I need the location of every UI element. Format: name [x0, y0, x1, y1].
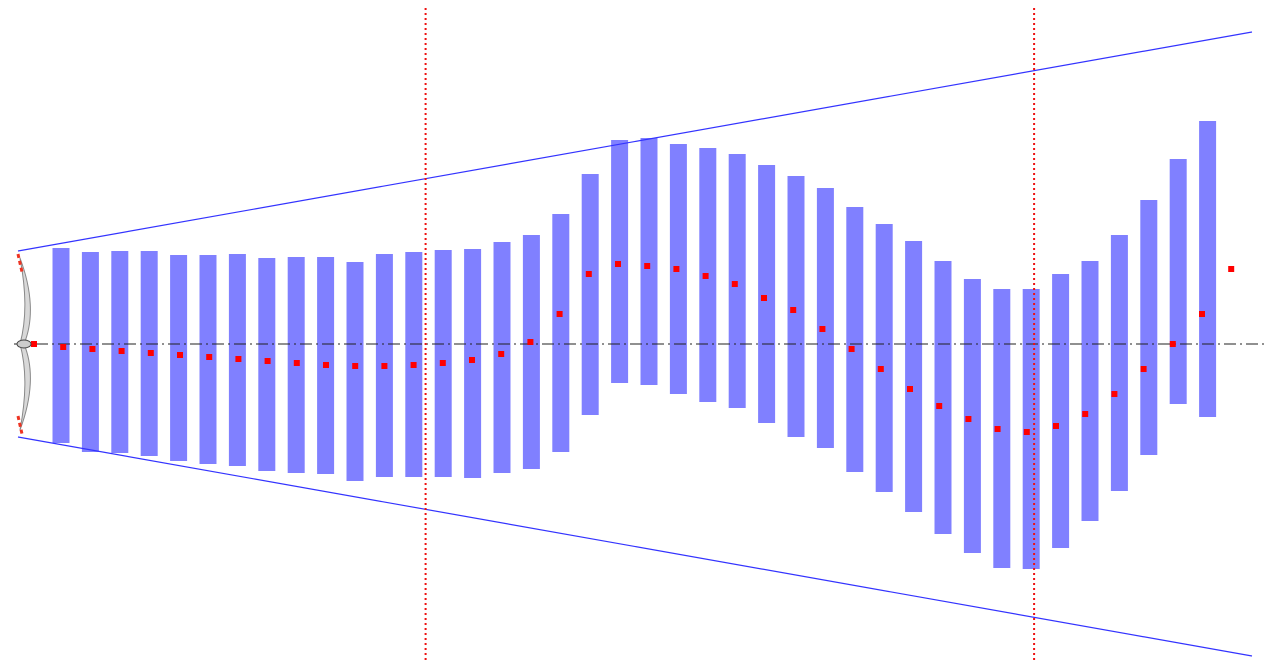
bar [1110, 235, 1128, 491]
bar [493, 242, 511, 473]
curve-point [527, 339, 534, 345]
curve-point [877, 366, 884, 372]
curve-layer [31, 261, 1235, 435]
bar [258, 258, 276, 471]
curve-point [60, 344, 67, 350]
bar [934, 261, 952, 534]
curve-point [498, 351, 505, 357]
curve-point [615, 261, 621, 267]
curve-point [673, 266, 680, 272]
curve-point [410, 362, 417, 368]
bar [1022, 289, 1040, 569]
envelope-layer [17, 31, 1253, 657]
bar [846, 207, 864, 472]
bar [1052, 274, 1070, 548]
bar [787, 176, 805, 437]
origin-layer [16, 253, 32, 435]
markers-layer [424, 8, 1036, 661]
bar [1169, 159, 1187, 404]
bar [346, 262, 364, 481]
curve-point [1023, 429, 1030, 435]
bar [758, 165, 776, 423]
curve-point [1140, 366, 1147, 372]
curve-point [31, 341, 37, 347]
curve-point [439, 360, 446, 366]
curve-point [936, 403, 943, 409]
bar [993, 289, 1011, 568]
curve-point [323, 362, 329, 368]
curve-point [1111, 391, 1118, 397]
bar [1199, 121, 1217, 417]
bar [1081, 261, 1099, 521]
curve-point [118, 348, 125, 354]
bar [640, 138, 658, 385]
curve-point [235, 356, 242, 362]
curve-point [89, 346, 96, 352]
curve-point [644, 263, 651, 269]
curve-point [819, 326, 826, 332]
curve-point [469, 357, 475, 363]
curve-point [731, 281, 738, 287]
curve-point [848, 346, 855, 352]
envelope-upper-line [17, 31, 1253, 252]
curve-point [994, 426, 1001, 432]
bar [1140, 200, 1158, 455]
curve-point [907, 386, 913, 392]
curve-point [1169, 341, 1176, 347]
curve-point [147, 350, 154, 356]
curve-point [1199, 311, 1205, 317]
curve-point [177, 352, 183, 358]
bar [552, 214, 570, 452]
curve-point [556, 311, 563, 317]
bar [581, 174, 599, 415]
curve-point [702, 273, 709, 279]
curve-point [1082, 411, 1089, 417]
curve-point [381, 363, 388, 369]
origin-hub-icon [16, 339, 32, 349]
curve-point [352, 363, 359, 369]
curve-point [965, 416, 972, 422]
bar [464, 249, 482, 478]
curve-point [1228, 266, 1235, 272]
origin-tip-top [16, 253, 24, 273]
origin-tip-bottom [16, 415, 24, 435]
curve-point [293, 360, 300, 366]
bar [905, 241, 923, 512]
curve-point [206, 354, 213, 360]
bar [875, 224, 893, 492]
curve-point [585, 271, 592, 277]
curve-point [761, 295, 767, 301]
curve-point [1053, 423, 1059, 429]
bar [522, 235, 540, 469]
bar [816, 188, 834, 448]
envelope-lower-line [17, 436, 1253, 657]
bar [963, 279, 981, 553]
curve-point [264, 358, 271, 364]
bars-layer [52, 121, 1217, 569]
curve-point [790, 307, 797, 313]
